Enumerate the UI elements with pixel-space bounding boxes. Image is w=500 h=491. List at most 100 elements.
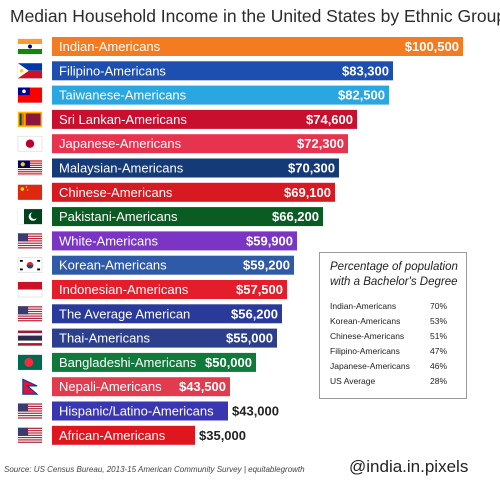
bar-category-label: The Average American xyxy=(59,306,190,321)
bar xyxy=(52,377,230,397)
bar xyxy=(52,280,287,299)
bar-value-label: $69,100 xyxy=(284,185,331,200)
bar-category-label: African-Americans xyxy=(59,428,166,443)
bar-category-label: Korean-Americans xyxy=(59,258,167,273)
bar-value-label: $56,200 xyxy=(231,306,278,321)
bar-row: Chinese-Americans $69,100 xyxy=(52,182,335,202)
bar-value-label: $59,900 xyxy=(246,233,293,248)
education-pct: 51% xyxy=(430,331,448,341)
bar-row: Indian-Americans $100,500 xyxy=(52,37,463,56)
bar-value-label: $43,500 xyxy=(179,379,226,394)
bangladesh-flag-icon xyxy=(17,354,43,371)
education-pct: 28% xyxy=(430,376,448,386)
education-row: Korean-Americans 53% xyxy=(330,316,460,331)
bar-category-label: Indian-Americans xyxy=(59,39,161,54)
philippines-flag-icon xyxy=(17,63,43,79)
bar-row: Thai-Americans $55,000 xyxy=(52,328,277,348)
sri-lanka-flag-icon xyxy=(17,111,43,128)
south-korea-flag-icon xyxy=(17,257,43,273)
bar-category-label: Chinese-Americans xyxy=(59,185,173,200)
bar xyxy=(52,328,277,348)
usa-flag-icon xyxy=(17,403,43,419)
bar xyxy=(52,207,323,227)
bar-value-label: $50,000 xyxy=(205,355,252,370)
bar-category-label: Indonesian-Americans xyxy=(59,282,189,297)
bar-row: Filipino-Americans $83,300 xyxy=(52,61,393,81)
pakistan-flag-icon xyxy=(17,208,43,225)
bar-row: Taiwanese-Americans $82,500 xyxy=(52,85,389,105)
bar-value-label: $66,200 xyxy=(272,209,319,224)
indonesia-flag-icon xyxy=(17,281,43,298)
bar-row: Indonesian-Americans $57,500 xyxy=(52,280,287,299)
usa-flag-icon xyxy=(17,233,43,249)
education-group: Japanese-Americans xyxy=(330,361,410,371)
usa-flag-icon xyxy=(17,306,43,322)
bar-category-label: Sri Lankan-Americans xyxy=(59,112,187,127)
bar-value-label: $43,000 xyxy=(232,404,279,419)
bar-category-label: Bangladeshi-Americans xyxy=(59,355,197,370)
bar-category-label: Nepali-Americans xyxy=(59,379,162,394)
india-flag-icon xyxy=(17,38,43,55)
bar-row: Korean-Americans $59,200 xyxy=(52,255,294,275)
bar xyxy=(52,425,195,445)
bar-row: Bangladeshi-Americans $50,000 xyxy=(52,352,256,372)
bar-row: White-Americans $59,900 xyxy=(52,231,297,251)
bar xyxy=(52,255,294,275)
japan-flag-icon xyxy=(17,135,43,152)
education-row: Japanese-Americans 46% xyxy=(330,361,460,376)
education-list: Indian-Americans 70% Korean-Americans 53% … xyxy=(330,301,460,391)
bar xyxy=(52,85,389,105)
education-row: Indian-Americans 70% xyxy=(330,301,460,316)
bar-row: Malaysian-Americans $70,300 xyxy=(52,158,339,178)
education-row: Chinese-Americans 51% xyxy=(330,331,460,346)
bar-value-label: $35,000 xyxy=(199,428,246,443)
bar xyxy=(52,401,228,421)
education-pct: 47% xyxy=(430,346,448,356)
bar xyxy=(52,158,339,178)
education-inset-box: Percentage of population with a Bachelor… xyxy=(319,252,467,399)
thailand-flag-icon xyxy=(17,330,43,346)
bar-category-label: Filipino-Americans xyxy=(59,63,166,78)
bar-chart: Indian-Americans $100,500 Filipino-America… xyxy=(17,37,463,445)
bar-category-label: Taiwanese-Americans xyxy=(59,88,187,103)
bar xyxy=(52,61,393,81)
chart-title: Median Household Income in the United St… xyxy=(10,6,500,26)
usa-flag-icon xyxy=(17,427,43,444)
bar-value-label: $57,500 xyxy=(236,282,283,297)
education-group: US Average xyxy=(330,376,376,386)
watermark: @india.in.pixels xyxy=(349,457,469,476)
bar xyxy=(52,304,282,324)
bar-row: The Average American $56,200 xyxy=(52,304,282,324)
bar xyxy=(52,37,463,56)
bar xyxy=(52,134,348,154)
bar xyxy=(52,182,335,202)
bar-category-label: Thai-Americans xyxy=(59,331,151,346)
bar-value-label: $59,200 xyxy=(243,258,290,273)
bar-row: Japanese-Americans $72,300 xyxy=(52,134,348,154)
bar-row: Nepali-Americans $43,500 xyxy=(52,377,230,397)
education-group: Chinese-Americans xyxy=(330,331,405,341)
bar-category-label: Pakistani-Americans xyxy=(59,209,178,224)
bar-row: African-Americans $35,000 xyxy=(52,425,246,445)
bar-category-label: White-Americans xyxy=(59,233,158,248)
source-note: Source: US Census Bureau, 2013-15 Americ… xyxy=(4,465,305,474)
education-row: US Average 28% xyxy=(330,376,460,391)
education-group: Korean-Americans xyxy=(330,316,401,326)
education-pct: 53% xyxy=(430,316,448,326)
china-flag-icon xyxy=(17,184,43,201)
taiwan-flag-icon xyxy=(17,87,43,103)
bar-row: Sri Lankan-Americans $74,600 xyxy=(52,109,357,129)
nepal-flag-icon xyxy=(18,378,42,395)
bar-value-label: $55,000 xyxy=(226,331,273,346)
bar-value-label: $100,500 xyxy=(405,39,459,54)
malaysia-flag-icon xyxy=(17,160,43,176)
education-inset-title: Percentage of population with a Bachelor… xyxy=(330,261,458,288)
bar-category-label: Malaysian-Americans xyxy=(59,161,184,176)
bar xyxy=(52,231,297,251)
bar xyxy=(52,352,256,372)
bar-value-label: $70,300 xyxy=(288,161,335,176)
bar-value-label: $74,600 xyxy=(306,112,353,127)
bar-row: Pakistani-Americans $66,200 xyxy=(52,207,323,227)
bar-row: Hispanic/Latino-Americans $43,000 xyxy=(52,401,279,421)
bar xyxy=(52,109,357,129)
